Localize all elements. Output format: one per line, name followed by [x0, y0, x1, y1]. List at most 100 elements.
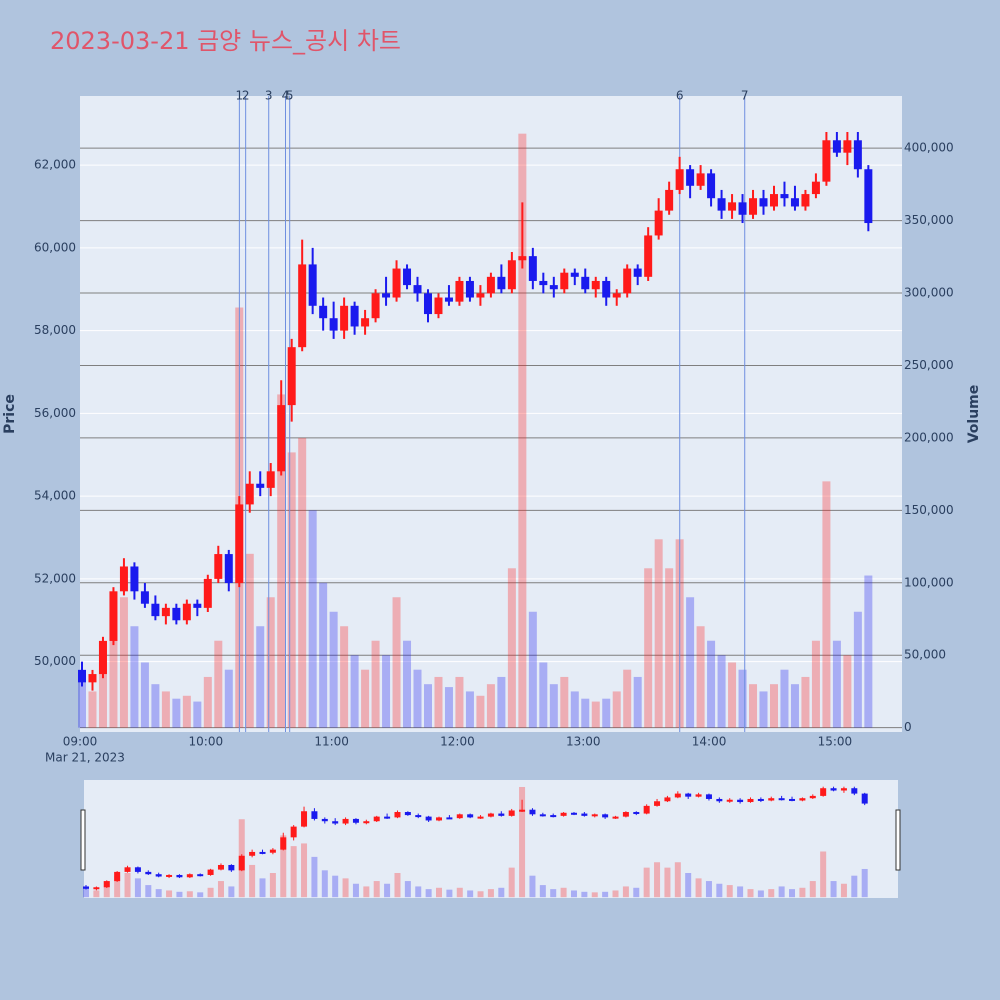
mini-candle-body — [145, 871, 152, 875]
y-tick-label: 58,000 — [34, 323, 76, 337]
mini-candle-body — [404, 812, 411, 816]
mini-candle-body — [529, 809, 536, 815]
mini-candle-body — [280, 837, 287, 850]
mini-candle-body — [674, 793, 681, 798]
volume-bar — [864, 575, 873, 728]
mini-candle-body — [207, 869, 214, 875]
candle-body — [549, 285, 558, 290]
volume-bar — [644, 568, 653, 728]
range-slider[interactable] — [84, 780, 898, 898]
mini-volume-bar — [228, 886, 235, 898]
mini-candle-body — [259, 851, 266, 854]
x-tick-label: 10:00 — [189, 735, 224, 749]
mini-volume-bar — [695, 878, 702, 898]
volume-bar — [245, 553, 254, 728]
y-tick-label: 56,000 — [34, 406, 76, 420]
x-tick-label: 11:00 — [314, 735, 349, 749]
mini-volume-bar — [747, 889, 754, 898]
y2-tick-label: 400,000 — [904, 141, 954, 155]
candle-body — [214, 554, 223, 579]
mini-volume-bar — [622, 886, 629, 898]
x-sublabel: Mar 21, 2023 — [45, 751, 125, 765]
volume-bar — [340, 626, 349, 728]
mini-candle-body — [820, 788, 827, 796]
candle-body — [298, 264, 307, 348]
mini-volume-bar — [799, 887, 806, 898]
volume-bar — [707, 640, 716, 728]
candle-body — [224, 554, 233, 584]
y2-tick-label: 350,000 — [904, 213, 954, 227]
volume-bar — [549, 684, 558, 728]
mini-volume-bar — [269, 873, 276, 898]
volume-bar — [413, 669, 422, 728]
mini-candle-body — [705, 794, 712, 799]
mini-volume-bar — [259, 878, 266, 898]
candle-body — [203, 578, 212, 608]
volume-bar — [686, 597, 695, 728]
volume-bar — [654, 539, 663, 728]
mini-volume-bar — [550, 889, 557, 898]
mini-volume-bar — [83, 886, 89, 898]
volume-bar — [193, 701, 202, 728]
mini-volume-bar — [705, 881, 712, 898]
mini-candle-body — [809, 795, 816, 799]
candle-body — [853, 140, 862, 170]
range-handle[interactable] — [80, 809, 86, 871]
mini-candle-body — [124, 867, 131, 872]
y2-tick-label: 300,000 — [904, 286, 954, 300]
y2-tick-label: 0 — [904, 720, 912, 734]
volume-bar — [140, 662, 149, 728]
candle-body — [151, 603, 160, 617]
range-handle[interactable] — [895, 809, 901, 871]
candle-body — [623, 268, 632, 294]
mini-volume-bar — [809, 881, 816, 898]
candle-body — [738, 202, 747, 215]
mini-candle-body — [467, 814, 474, 818]
candle-body — [350, 305, 359, 327]
news-marker-label: 5 — [286, 89, 294, 103]
news-marker-label: 6 — [676, 89, 684, 103]
mini-volume-bar — [487, 889, 494, 898]
volume-bar — [633, 676, 642, 728]
mini-volume-bar — [394, 873, 401, 898]
candle-body — [654, 210, 663, 236]
candle-body — [361, 318, 370, 327]
mini-candle-body — [602, 814, 609, 818]
mini-volume-bar — [280, 835, 287, 898]
candle-body — [518, 256, 527, 261]
volume-bar — [518, 133, 527, 728]
candle-body — [465, 280, 474, 298]
mini-volume-bar — [861, 868, 868, 898]
mini-volume-bar — [737, 886, 744, 898]
candle-body — [759, 198, 768, 207]
candle-body — [539, 280, 548, 286]
mini-volume-bar — [301, 843, 308, 898]
volume-bar — [350, 655, 359, 728]
mini-candle-body — [197, 874, 204, 877]
mini-volume-bar — [612, 890, 619, 898]
mini-volume-bar — [757, 890, 764, 898]
mini-volume-bar — [664, 867, 671, 898]
mini-volume-bar — [207, 887, 214, 898]
volume-bar — [98, 640, 107, 728]
mini-candle-body — [570, 812, 577, 815]
candle-body — [193, 603, 202, 608]
mini-candle-body — [498, 813, 505, 816]
volume-bar — [130, 626, 139, 728]
mini-candle-body — [384, 816, 391, 819]
volume-bar — [298, 437, 307, 728]
mini-volume-bar — [134, 878, 141, 898]
mini-candle-body — [114, 871, 121, 882]
mini-volume-bar — [591, 892, 598, 898]
mini-volume-bar — [373, 881, 380, 898]
mini-candle-body — [768, 798, 775, 801]
mini-candle-body — [830, 788, 837, 791]
mini-volume-bar — [508, 867, 515, 898]
candle-body — [423, 293, 432, 315]
volume-bar — [717, 655, 726, 728]
mini-volume-bar — [415, 886, 422, 898]
candle-body — [130, 566, 139, 592]
mini-candle-body — [415, 815, 422, 818]
mini-volume-bar — [249, 864, 256, 898]
mini-volume-bar — [321, 870, 328, 898]
